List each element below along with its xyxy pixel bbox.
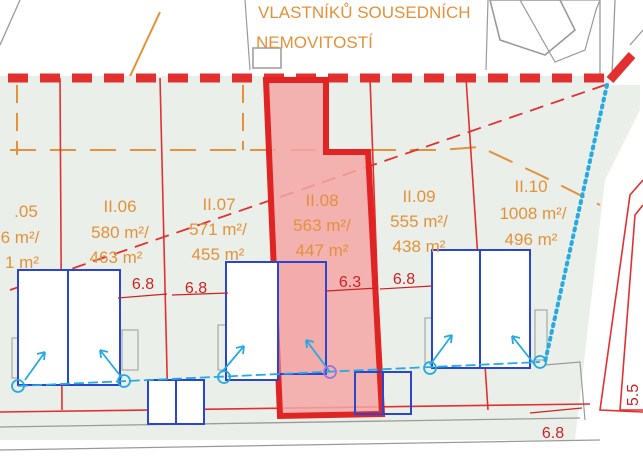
utility-node-icon xyxy=(533,355,547,369)
road-edge-line xyxy=(0,439,601,451)
dimension-line xyxy=(325,287,379,292)
property-boundary-corner xyxy=(606,52,636,83)
plot-area-built: 496 m² xyxy=(505,230,558,249)
dimension-value: 6.3 xyxy=(339,274,361,291)
dimension-value: 5.5 xyxy=(625,384,642,406)
plot-area-built: 463 m² xyxy=(90,248,143,267)
plot-label-ii-06[interactable]: II.06 580 m²/ 463 m² xyxy=(90,197,150,267)
road-parcel-outline xyxy=(619,204,643,411)
arrow-symbol xyxy=(24,351,46,381)
arrow-symbol xyxy=(511,335,536,366)
plot-label-ii-08[interactable]: II.08 563 m²/ 447 m² xyxy=(293,191,351,260)
plot-area-total: 6 m²/ xyxy=(1,228,40,247)
sidewalk-line xyxy=(544,361,586,421)
plot-label-ii-07[interactable]: II.07 571 m²/ 455 m² xyxy=(189,195,247,264)
neighbor-label-line2: NEMOVITOSTÍ xyxy=(256,33,373,52)
utility-node-icon xyxy=(117,374,131,388)
utility-line-dotted xyxy=(543,83,609,364)
arrow-symbol xyxy=(429,334,453,366)
plot-area-built: 447 m² xyxy=(296,241,349,260)
plot-area-built: 455 m² xyxy=(192,245,245,264)
dimension-lines xyxy=(117,285,583,414)
utility-node-icon xyxy=(323,365,337,379)
plot-labels: .05 6 m²/ 1 m² II.06 580 m²/ 463 m² II.0… xyxy=(1,177,567,272)
dimension-labels: 6.8 6.8 6.3 6.8 6.8 5.5 xyxy=(132,271,642,442)
dimension-value: 6.8 xyxy=(132,276,154,293)
plot-area-total: 571 m²/ xyxy=(189,220,247,239)
curb-block xyxy=(121,329,139,371)
house-outline-ii-07 xyxy=(225,261,279,381)
plot-number: II.09 xyxy=(402,187,435,206)
neighbor-owners-label: VLASTNÍKŮ SOUSEDNÍCH NEMOVITOSTÍ xyxy=(256,3,471,52)
utility-line-connection xyxy=(17,361,541,387)
neighbor-building-outline xyxy=(489,0,576,56)
dimension-line xyxy=(117,293,168,299)
plot-number: II.08 xyxy=(305,191,338,210)
dimension-value: 6.8 xyxy=(393,271,415,288)
buildings-layer xyxy=(17,249,531,425)
utility-node-icon xyxy=(423,361,437,375)
dimension-line xyxy=(379,285,433,290)
utility-node-icon xyxy=(11,379,25,393)
dimension-value: 6.8 xyxy=(185,280,207,297)
plot-area-built: 438 m² xyxy=(393,237,446,256)
neighbor-building-outline xyxy=(519,0,601,63)
plot-area-built: 1 m² xyxy=(5,253,39,272)
utility-symbols xyxy=(11,83,609,393)
curb-block xyxy=(534,309,548,361)
building-line-layer xyxy=(10,85,601,206)
plot-label-ii-10[interactable]: II.10 1008 m²/ 496 m² xyxy=(499,177,566,249)
neighbor-label-line1: VLASTNÍKŮ SOUSEDNÍCH xyxy=(258,3,471,22)
utility-node-icon xyxy=(217,370,231,384)
plot-boundary-line xyxy=(159,77,169,413)
arrow-symbol xyxy=(221,345,245,373)
plot-label-ii-05[interactable]: .05 6 m²/ 1 m² xyxy=(1,202,40,272)
house-outline-ii-09a xyxy=(431,249,481,369)
building-line-dashed xyxy=(10,145,601,206)
neighbor-boundary-line xyxy=(244,0,489,71)
plot-number: II.10 xyxy=(514,177,547,196)
dimension-line xyxy=(171,292,229,296)
plot-number: II.07 xyxy=(202,195,235,214)
plot-label-ii-09[interactable]: II.09 555 m²/ 438 m² xyxy=(390,187,448,256)
neighbor-garage-outline xyxy=(252,47,282,69)
dimension-value: 6.8 xyxy=(542,425,564,442)
dimension-line xyxy=(529,407,583,414)
plot-number: .05 xyxy=(14,202,38,221)
road-lines xyxy=(0,309,601,451)
plot-area-total: 580 m²/ xyxy=(91,223,149,242)
garage-divider xyxy=(175,372,384,424)
house-outline-ii-06a xyxy=(17,269,69,386)
neighbor-boundary-line xyxy=(0,0,643,80)
road-parcel-outline xyxy=(599,179,643,413)
road-edge-line xyxy=(0,417,581,428)
plot-area-total: 563 m²/ xyxy=(293,216,351,235)
plot-number: II.06 xyxy=(103,197,136,216)
house-outline-ii-06b xyxy=(67,269,121,386)
plot-area-total: 1008 m²/ xyxy=(499,204,566,223)
plot-area-total: 555 m²/ xyxy=(390,212,448,231)
arrow-symbol xyxy=(99,349,123,379)
